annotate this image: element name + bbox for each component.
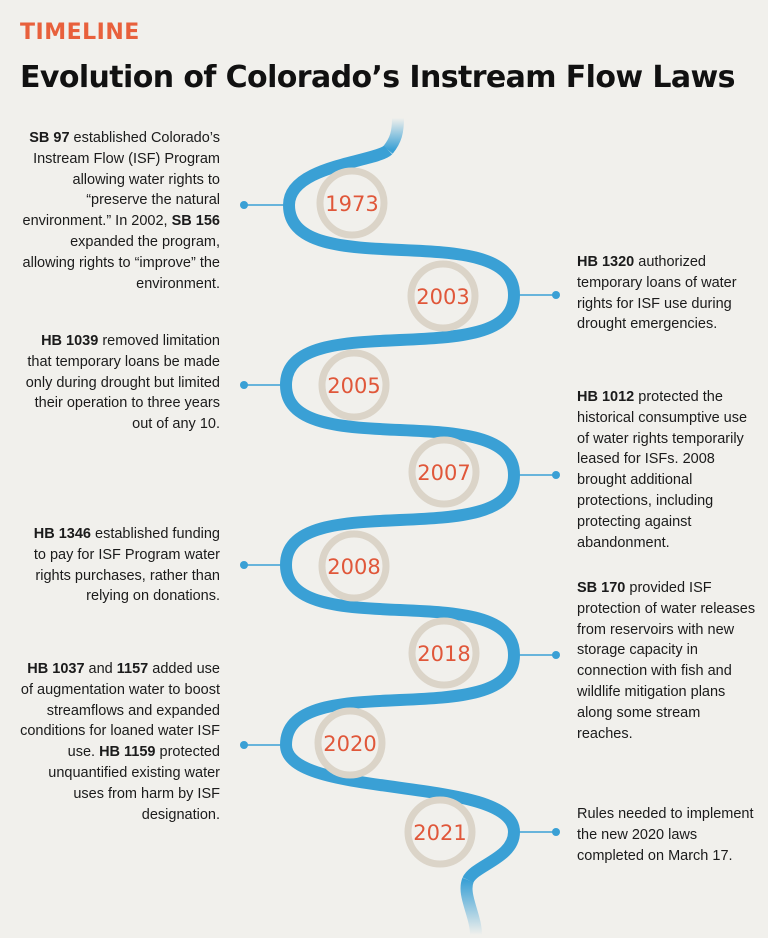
year-label: 2020 <box>323 732 376 756</box>
event-description-2020: HB 1037 and 1157 added use of augmentati… <box>20 659 220 825</box>
description-text: protected unquantified existing water us… <box>48 744 220 823</box>
description-text: and <box>84 661 117 677</box>
connector-dot-2003 <box>552 291 560 299</box>
river-top-tail <box>383 117 404 154</box>
description-text: protected the historical consumptive use… <box>577 389 748 551</box>
year-ring <box>408 436 480 508</box>
connector-dot-2008 <box>240 561 248 569</box>
year-marker-2007: 2007 <box>408 436 480 508</box>
year-marker-2008: 2008 <box>318 530 390 602</box>
year-label: 2008 <box>327 555 380 579</box>
description-text: provided ISF protection of water release… <box>577 580 756 742</box>
year-label: 2021 <box>413 821 466 845</box>
description-text: authorized temporary loans of water righ… <box>577 254 737 333</box>
event-description-2018: SB 170 provided ISF protection of water … <box>577 578 757 744</box>
bill-number: HB 1012 <box>577 389 635 405</box>
bill-number: HB 1039 <box>41 333 99 349</box>
connector-dot-2007 <box>552 471 560 479</box>
year-ring <box>316 167 388 239</box>
year-label: 2018 <box>417 642 470 666</box>
connector-dot-1973 <box>240 201 248 209</box>
description-text: added use of augmentation water to boost… <box>20 661 220 761</box>
year-ring <box>408 617 480 689</box>
event-description-2008: HB 1346 established funding to pay for I… <box>20 524 220 607</box>
connector-dot-2005 <box>240 381 248 389</box>
year-label: 2007 <box>417 461 470 485</box>
description-text: established funding to pay for ISF Progr… <box>33 526 220 605</box>
year-ring <box>407 260 479 332</box>
year-marker-2003: 2003 <box>407 260 479 332</box>
event-description-2003: HB 1320 authorized temporary loans of wa… <box>577 252 752 335</box>
event-description-2007: HB 1012 protected the historical consump… <box>577 387 757 553</box>
description-text: Rules needed to implement the new 2020 l… <box>577 806 754 864</box>
river-path <box>279 145 521 884</box>
bill-number: SB 97 <box>29 130 70 146</box>
year-ring <box>318 530 390 602</box>
page-title: Evolution of Colorado’s Instream Flow La… <box>20 60 735 95</box>
bill-number: 1157 <box>116 661 149 677</box>
connector-dot-2018 <box>552 651 560 659</box>
connector-dot-2020 <box>240 741 248 749</box>
description-text: expanded the program, allowing rights to… <box>22 233 220 292</box>
bill-number: SB 156 <box>171 213 220 230</box>
year-marker-2021: 2021 <box>404 796 476 868</box>
year-marker-2005: 2005 <box>318 349 390 421</box>
description-text: removed limitation that temporary loans … <box>25 333 220 433</box>
year-ring <box>318 349 390 421</box>
year-ring <box>404 796 476 868</box>
year-label: 2005 <box>327 374 380 398</box>
year-label: 2003 <box>416 285 469 309</box>
bill-number: HB 1320 <box>577 254 635 270</box>
event-description-2005: HB 1039 removed limitation that temporar… <box>20 331 220 435</box>
bill-number: HB 1346 <box>33 526 91 542</box>
section-kicker: TIMELINE <box>20 20 140 45</box>
bill-number: HB 1037 <box>27 661 85 677</box>
river-bottom-tail <box>460 877 482 936</box>
year-ring <box>314 707 386 779</box>
year-marker-1973: 1973 <box>316 167 388 239</box>
year-marker-2018: 2018 <box>408 617 480 689</box>
bill-number: SB 170 <box>577 580 626 596</box>
year-label: 1973 <box>325 192 378 216</box>
bill-number: HB 1159 <box>99 744 156 761</box>
description-text: established Colorado’s Instream Flow (IS… <box>22 130 221 230</box>
event-description-1973: SB 97 established Colorado’s Instream Fl… <box>20 128 221 294</box>
event-description-2021: Rules needed to implement the new 2020 l… <box>577 804 762 866</box>
year-marker-2020: 2020 <box>314 707 386 779</box>
connector-dot-2021 <box>552 828 560 836</box>
